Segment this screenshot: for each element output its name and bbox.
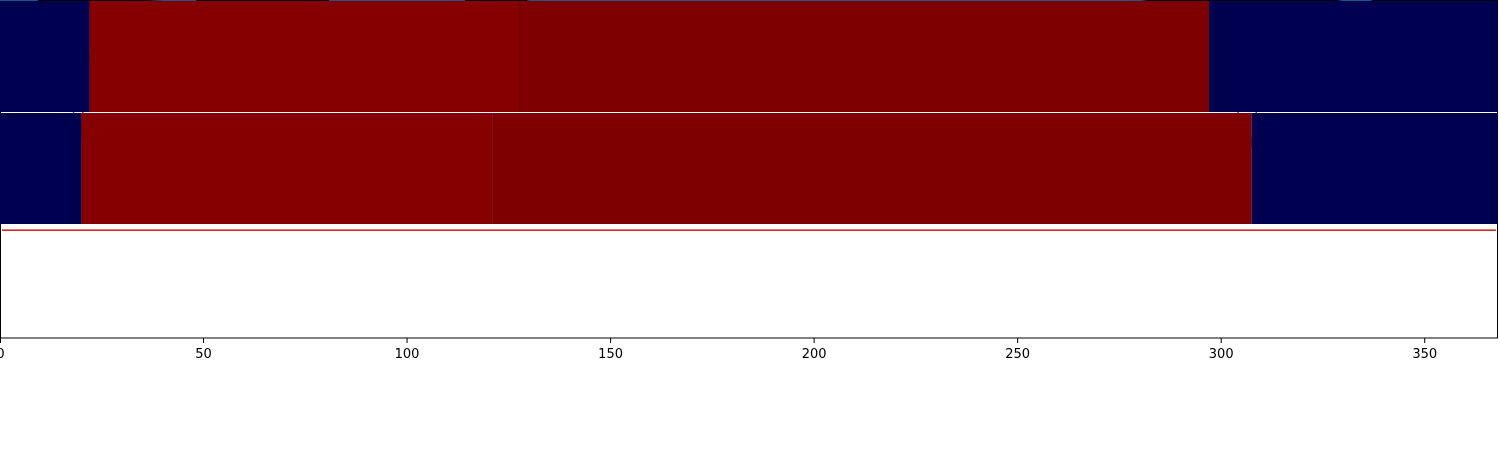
track-1-segment-3 <box>516 1 1209 112</box>
track-2-segment-4 <box>1251 113 1498 224</box>
track-layer <box>0 1 1498 224</box>
x-tick-label-50: 50 <box>195 347 212 362</box>
track-2-segment-2 <box>81 113 493 224</box>
x-tick-label-250: 250 <box>1005 347 1030 362</box>
x-tick-label-0: 0 <box>0 347 5 362</box>
x-tick-label-150: 150 <box>598 347 623 362</box>
x-tick-label-200: 200 <box>802 347 827 362</box>
track-2-segment-3 <box>492 113 1252 224</box>
x-tick-label-100: 100 <box>395 347 420 362</box>
track-1-segment-2 <box>89 1 517 112</box>
x-tick-label-350: 350 <box>1412 347 1437 362</box>
track-1-segment-1 <box>0 1 90 112</box>
track-2 <box>0 113 1498 224</box>
x-axis: 0 50 100 150 200 250 300 350 <box>0 338 1437 362</box>
track-1-segment-4 <box>1208 1 1498 112</box>
x-tick-label-300: 300 <box>1209 347 1234 362</box>
track-1 <box>0 1 1498 112</box>
track-2-segment-1 <box>0 113 82 224</box>
